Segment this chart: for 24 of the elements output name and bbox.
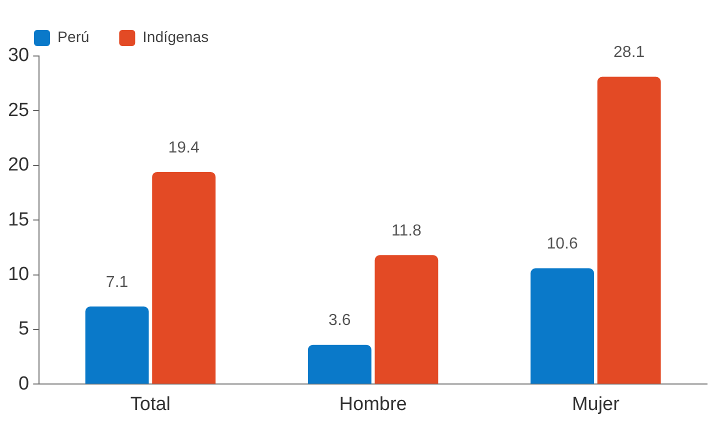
data-label: 10.6 [546, 236, 578, 253]
y-tick-label: 25 [8, 100, 30, 121]
data-label: 19.4 [168, 139, 200, 156]
bar [597, 76, 661, 384]
y-tick-label: 0 [18, 373, 30, 394]
legend-label: Perú [58, 29, 90, 46]
data-label: 7.1 [106, 274, 128, 291]
bar [152, 172, 216, 384]
x-tick-label: Total [130, 394, 171, 415]
data-label: 3.6 [328, 312, 351, 330]
y-tick-label: 5 [18, 318, 30, 340]
x-tick-label: Mujer [572, 394, 620, 415]
data-label: 11.8 [391, 222, 422, 240]
y-tick-label: 30 [8, 45, 30, 66]
bar [530, 268, 594, 384]
legend-label: Indígenas [142, 29, 209, 46]
x-tick-label: Hombre [339, 394, 407, 415]
bar [85, 306, 149, 384]
data-label: 28.1 [614, 44, 645, 62]
y-tick-label: 10 [8, 264, 30, 286]
bar [374, 255, 438, 384]
y-tick-label: 20 [8, 154, 30, 176]
bar [308, 344, 372, 384]
y-tick-label: 15 [8, 209, 30, 230]
